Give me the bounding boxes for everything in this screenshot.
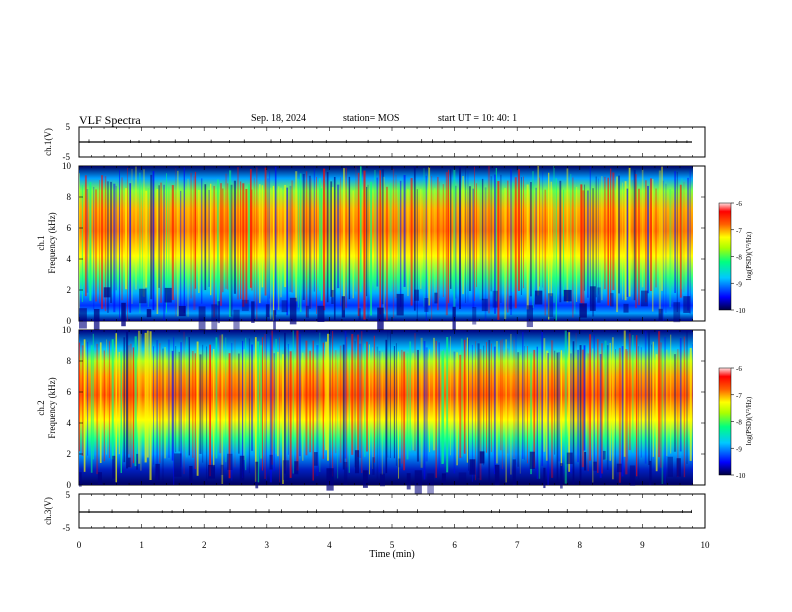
time-tick-label: 8 [578,540,583,550]
time-tick-label: 0 [77,540,82,550]
colorbar-tick-label: -9 [736,445,742,453]
colorbar-tick-label: -10 [736,472,746,480]
ch1-spectrogram-panel: 0 2 4 6 8 10 ch.1 Frequency (kHz) [36,161,706,336]
time-tick-label: 1 [139,540,144,550]
ch1-freq-ticks: 0 2 4 6 8 10 [62,161,705,326]
ch2-freq-ylabel: Frequency (kHz) [47,377,57,438]
colorbar-tick-label: -7 [736,227,742,235]
time-tick-label: 4 [327,540,332,550]
ch1-voltage-ylabel: ch.1(V) [43,128,53,156]
station-label: station= MOS [343,113,400,124]
ch2-spectrogram-texture [79,330,693,500]
ch3-voltage-panel: 5 -5 ch.3(V) [43,490,706,533]
ch1-colorbar: -6 -7 -8 -9 -10 log(PSD)(V²/Hz) [718,200,753,315]
ch1-ytick-top: 5 [66,122,71,132]
colorbar-tick-label: -7 [736,392,742,400]
freq-tick-label: 8 [67,192,72,202]
start-time-label: start UT = 10: 40: 1 [438,113,518,124]
ch1-freq-ylabel: Frequency (kHz) [47,212,57,273]
ch3-ytick-top: 5 [66,490,71,500]
time-axis-label: Time (min) [369,549,414,560]
figure-title: VLF Spectra [79,113,141,127]
time-tick-label: 6 [452,540,457,550]
freq-tick-label: 6 [67,387,72,397]
freq-tick-label: 2 [67,449,72,459]
ch2-colorbar: -6 -7 -8 -9 -10 log(PSD)(V²/Hz) [718,365,753,480]
ch3-voltage-ylabel: ch.3(V) [43,497,53,525]
ch2-freq-ticks: 0 2 4 6 8 10 [62,325,705,490]
freq-tick-label: 0 [67,480,72,490]
freq-tick-label: 4 [67,418,72,428]
ch3-ytick-bottom: -5 [63,523,71,533]
freq-tick-label: 10 [62,325,72,335]
ch1-spectrogram-texture [79,166,691,336]
time-tick-label: 5 [390,540,395,550]
time-tick-label: 9 [640,540,645,550]
freq-tick-label: 6 [67,223,72,233]
time-axis-labels: 0 1 2 3 4 5 6 7 8 9 10 [77,540,710,550]
colorbar-tick-label: -8 [736,419,742,427]
ch1-colorbar-label: log(PSD)(V²/Hz) [745,231,753,280]
colorbar-tick-label: -9 [736,280,742,288]
freq-tick-label: 2 [67,285,72,295]
freq-tick-label: 8 [67,356,72,366]
time-tick-label: 3 [265,540,270,550]
freq-tick-label: 4 [67,254,72,264]
ch2-colorbar-label: log(PSD)(V²/Hz) [745,396,753,445]
date-label: Sep. 18, 2024 [251,113,306,124]
ch1-ytick-bottom: -5 [63,152,71,162]
colorbar-tick-label: -6 [736,365,742,373]
time-tick-label: 7 [515,540,520,550]
colorbar-tick-label: -6 [736,200,742,208]
time-tick-label: 10 [701,540,711,550]
ch2-spectrogram-panel: 0 2 4 6 8 10 ch.2 Frequency (kHz) [36,325,706,500]
colorbar-tick-label: -8 [736,254,742,262]
colorbar-tick-label: -10 [736,307,746,315]
ch1-channel-label: ch.1 [36,235,46,250]
freq-tick-label: 0 [67,316,72,326]
freq-tick-label: 10 [62,161,72,171]
time-axis-ticks [78,127,706,528]
ch2-channel-label: ch.2 [36,400,46,415]
ch1-voltage-panel: 5 -5 ch.1(V) [43,122,706,162]
time-tick-label: 2 [202,540,207,550]
